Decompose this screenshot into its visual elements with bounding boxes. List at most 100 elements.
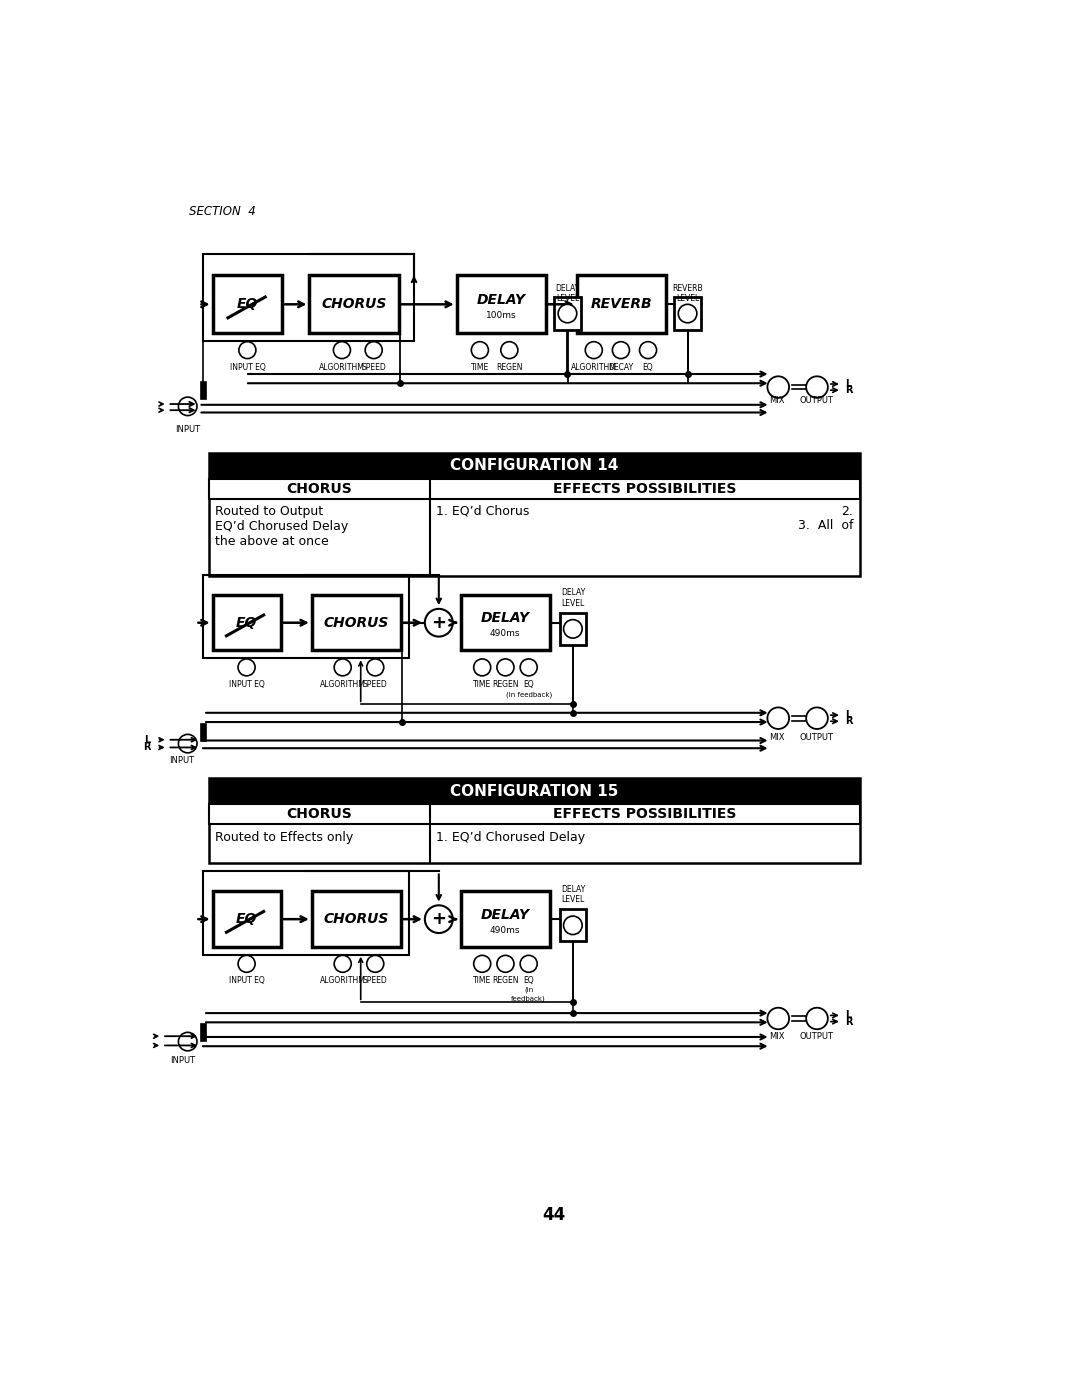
Circle shape (424, 609, 453, 637)
Circle shape (239, 342, 256, 359)
Circle shape (678, 305, 697, 323)
Bar (208, 778, 860, 863)
Circle shape (365, 342, 382, 359)
Text: REVERB: REVERB (591, 298, 652, 312)
Circle shape (474, 956, 490, 972)
Circle shape (474, 659, 490, 676)
Circle shape (639, 342, 657, 359)
Text: EQ: EQ (643, 363, 653, 372)
Text: ALGORITHM: ALGORITHM (319, 363, 365, 372)
Bar (213, 275, 282, 334)
Text: EFFECTS POSSIBILITIES: EFFECTS POSSIBILITIES (553, 482, 737, 496)
Bar (201, 381, 205, 398)
Bar (309, 275, 399, 334)
Text: 44: 44 (542, 1206, 565, 1224)
Bar (460, 891, 550, 947)
Text: REVERB
LEVEL: REVERB LEVEL (672, 284, 703, 303)
Circle shape (501, 342, 517, 359)
Text: CHORUS: CHORUS (286, 482, 352, 496)
Circle shape (564, 620, 582, 638)
Circle shape (564, 916, 582, 935)
Text: DECAY: DECAY (608, 363, 634, 372)
Text: L: L (845, 1010, 851, 1020)
Circle shape (521, 956, 537, 972)
Circle shape (178, 397, 197, 415)
Bar (559, 613, 586, 645)
Text: 100ms: 100ms (486, 312, 516, 320)
Text: DELAY
LEVEL: DELAY LEVEL (561, 884, 585, 904)
Bar (208, 479, 860, 499)
Text: SPEED: SPEED (363, 977, 388, 985)
Text: SPEED: SPEED (363, 680, 388, 689)
Text: 490ms: 490ms (490, 629, 521, 638)
Circle shape (768, 1007, 789, 1030)
Text: INPUT EQ: INPUT EQ (229, 363, 266, 372)
Text: EQ: EQ (524, 680, 534, 689)
Bar (203, 576, 408, 658)
Bar (213, 595, 281, 651)
Text: INPUT: INPUT (175, 425, 200, 434)
Bar (460, 595, 550, 651)
Text: MIX: MIX (769, 395, 784, 405)
Text: TIME: TIME (473, 977, 491, 985)
Text: INPUT EQ: INPUT EQ (229, 680, 265, 689)
Text: ALGORITHM: ALGORITHM (320, 680, 366, 689)
Text: REGEN: REGEN (492, 680, 518, 689)
Circle shape (497, 659, 514, 676)
Text: R: R (143, 742, 150, 753)
Circle shape (178, 1032, 197, 1051)
Bar (213, 891, 281, 947)
Circle shape (334, 659, 351, 676)
Text: (in feedback): (in feedback) (505, 692, 552, 697)
Text: INPUT EQ: INPUT EQ (229, 977, 265, 985)
Text: CHORUS: CHORUS (286, 807, 352, 821)
Circle shape (612, 342, 630, 359)
Text: Routed to Output
EQ’d Chorused Delay
the above at once: Routed to Output EQ’d Chorused Delay the… (215, 504, 348, 548)
Text: DELAY: DELAY (476, 293, 526, 307)
Text: DELAY
LEVEL: DELAY LEVEL (561, 588, 585, 608)
Text: ALGORITHM: ALGORITHM (320, 977, 366, 985)
Text: ALGORITHM: ALGORITHM (571, 363, 617, 372)
Text: L: L (845, 379, 851, 388)
Bar (312, 891, 401, 947)
Circle shape (238, 956, 255, 972)
Circle shape (558, 305, 577, 323)
Circle shape (521, 659, 537, 676)
Circle shape (367, 659, 383, 676)
Bar (203, 254, 414, 341)
Bar (203, 872, 408, 954)
Text: SECTION  4: SECTION 4 (189, 204, 256, 218)
Text: CHORUS: CHORUS (324, 616, 389, 630)
Text: R: R (845, 717, 852, 726)
Circle shape (424, 905, 453, 933)
Text: DELAY: DELAY (481, 612, 529, 626)
Circle shape (334, 342, 350, 359)
Circle shape (768, 376, 789, 398)
Circle shape (471, 342, 488, 359)
Text: TIME: TIME (473, 680, 491, 689)
Text: R: R (845, 386, 852, 395)
Text: 490ms: 490ms (490, 926, 521, 935)
Text: OUTPUT: OUTPUT (800, 1032, 834, 1041)
Text: TIME: TIME (471, 363, 489, 372)
Text: MIX: MIX (769, 1032, 784, 1041)
Text: REGEN: REGEN (496, 363, 523, 372)
Bar (554, 298, 581, 330)
Bar (577, 275, 666, 334)
Text: OUTPUT: OUTPUT (800, 395, 834, 405)
Text: INPUT: INPUT (168, 756, 194, 766)
Bar (208, 778, 860, 805)
Circle shape (806, 376, 828, 398)
Text: 2.: 2. (841, 504, 853, 518)
Text: +: + (431, 911, 446, 928)
Text: EQ: EQ (237, 298, 258, 312)
Text: EFFECTS POSSIBILITIES: EFFECTS POSSIBILITIES (553, 807, 737, 821)
Bar (559, 909, 586, 942)
Text: EQ: EQ (235, 616, 257, 630)
Bar (208, 453, 860, 479)
Bar (208, 453, 860, 576)
Bar (201, 1024, 205, 1041)
Circle shape (367, 956, 383, 972)
Circle shape (806, 707, 828, 729)
Circle shape (585, 342, 603, 359)
